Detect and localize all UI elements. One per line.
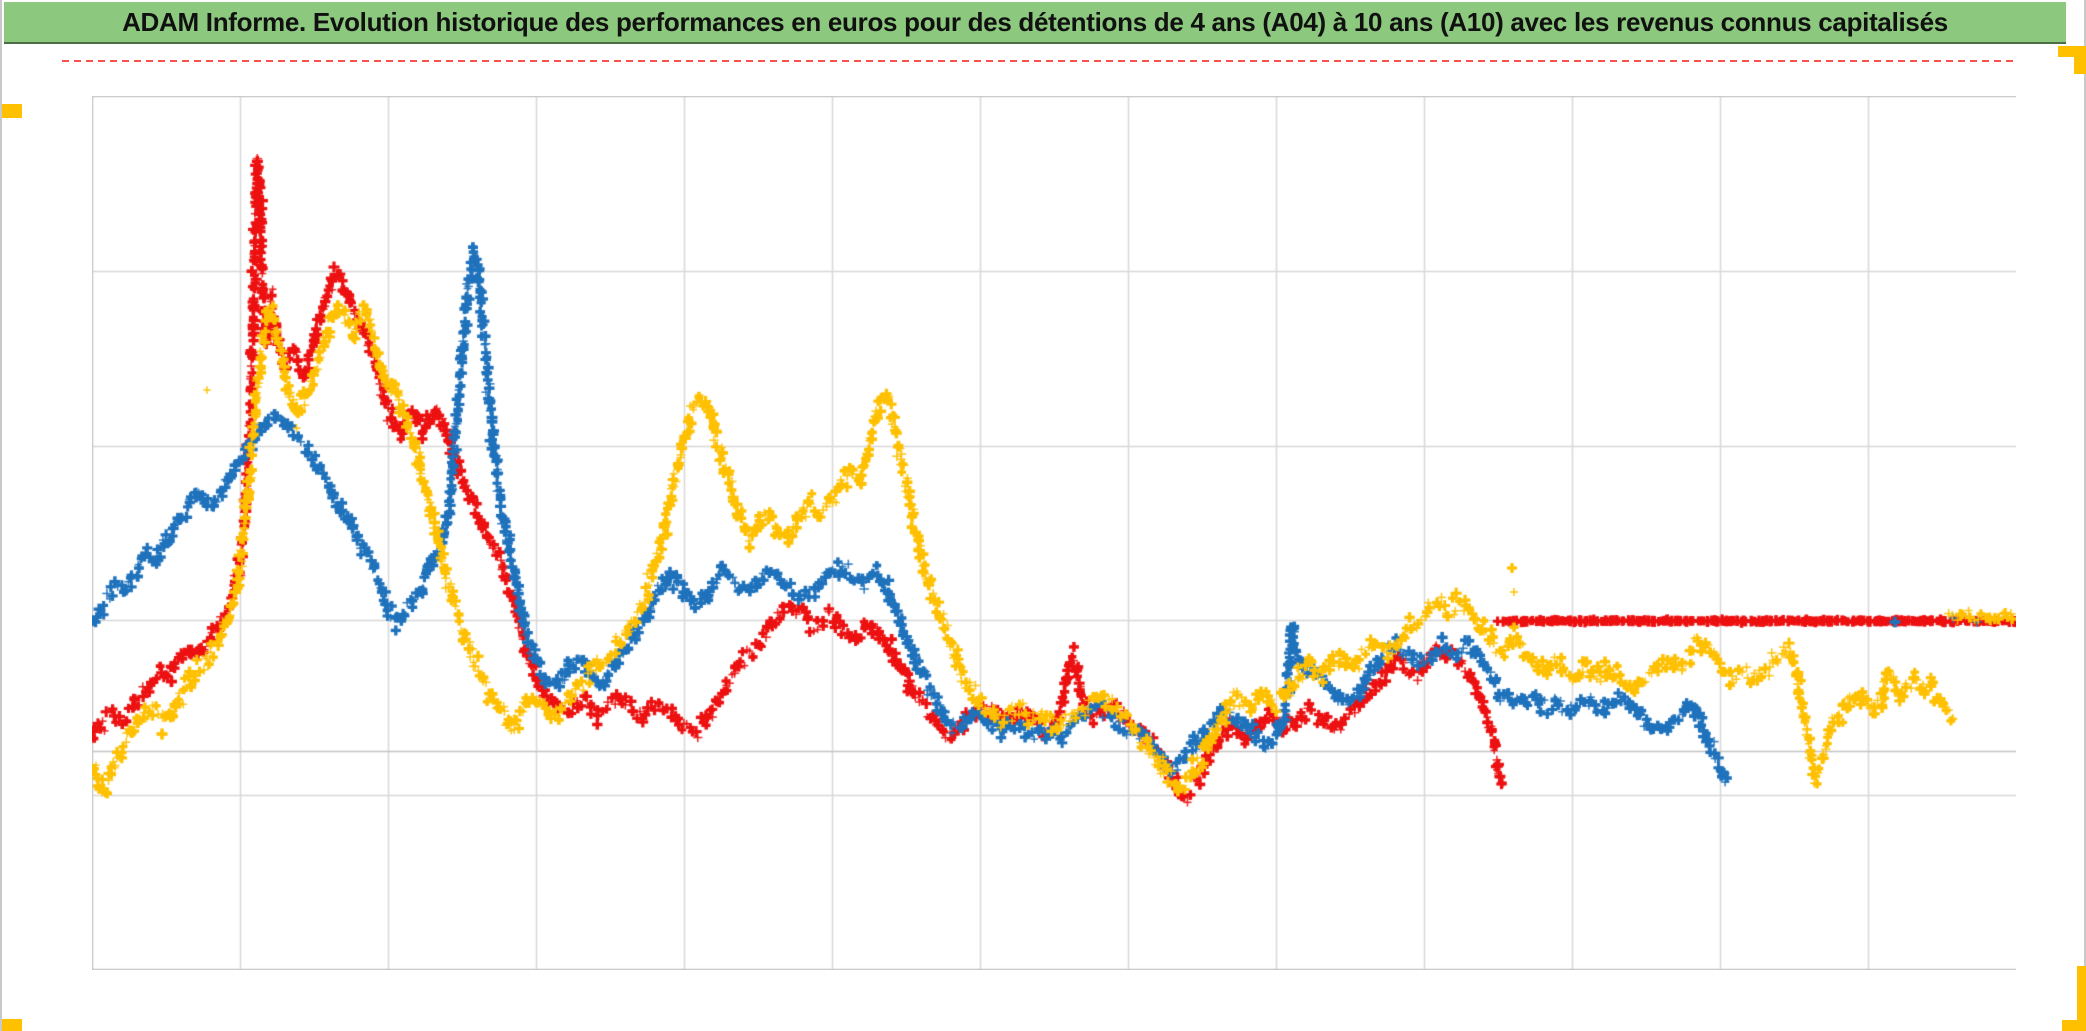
chart-title: ADAM Informe. Evolution historique des p…	[122, 6, 1948, 37]
scatter-canvas	[92, 96, 2016, 970]
accent-mark-top-right-horizontal	[2058, 46, 2086, 57]
chart-title-bar: ADAM Informe. Evolution historique des p…	[4, 2, 2066, 44]
accent-mark-top-left	[2, 104, 22, 118]
accent-mark-bottom-right-vertical	[2077, 966, 2086, 1031]
window-right-edge	[2084, 0, 2086, 1031]
accent-mark-bottom-right-foot	[2062, 1020, 2086, 1031]
accent-mark-bottom-left	[2, 1019, 22, 1031]
window-left-edge	[0, 0, 2, 1031]
plot-area	[92, 96, 2016, 970]
accent-mark-top-right-vertical	[2074, 46, 2086, 74]
red-dashed-line	[62, 60, 2016, 62]
